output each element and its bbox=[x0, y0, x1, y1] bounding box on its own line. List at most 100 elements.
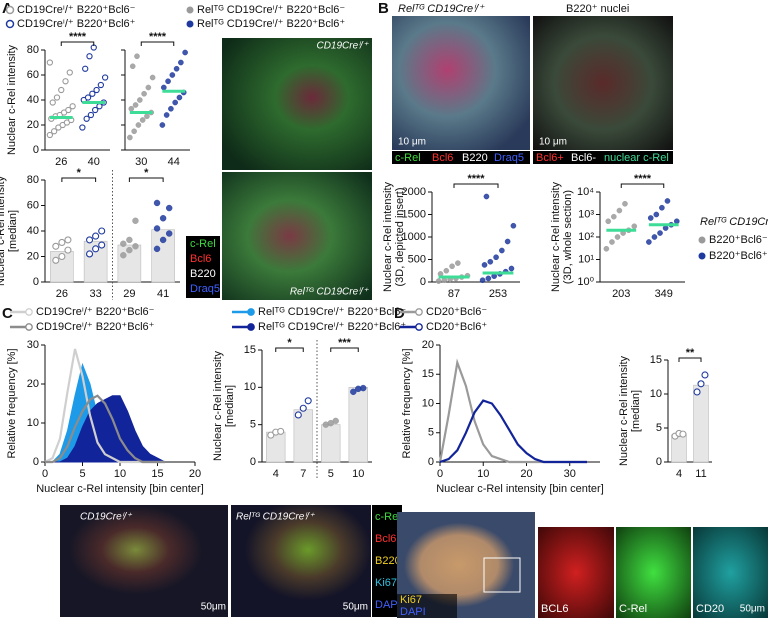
channel-label: Draq5 bbox=[494, 152, 524, 164]
data-point bbox=[53, 94, 61, 101]
data-point bbox=[97, 81, 105, 89]
micrograph bbox=[60, 505, 228, 617]
data-point bbox=[132, 102, 139, 108]
micrograph bbox=[222, 172, 372, 300]
y-tick-label: 10 bbox=[422, 397, 434, 409]
data-point bbox=[350, 388, 357, 396]
y-tick-label: 10⁰ bbox=[577, 276, 594, 288]
data-point bbox=[647, 215, 654, 221]
x-tick-label: 10 bbox=[352, 468, 364, 480]
x-tick-label: 4 bbox=[273, 468, 279, 480]
image-label: CD19Creⁱ/⁺ bbox=[316, 41, 368, 52]
data-point bbox=[159, 236, 167, 244]
image-label: Relᵀᴳ CD19Creⁱ/⁺ bbox=[236, 512, 315, 523]
data-point bbox=[455, 260, 461, 266]
data-point bbox=[673, 218, 680, 225]
data-point bbox=[62, 78, 69, 85]
x-tick-label: 41 bbox=[157, 288, 169, 300]
y-tick-label: 0 bbox=[250, 456, 256, 468]
scale-bar-label: 10 μm bbox=[398, 137, 426, 148]
data-point bbox=[120, 252, 127, 259]
data-point bbox=[611, 213, 617, 220]
y-tick-label: 15 bbox=[244, 344, 256, 356]
data-point bbox=[614, 234, 621, 240]
micrograph bbox=[222, 38, 372, 170]
data-point bbox=[173, 65, 180, 72]
legend-label: CD20⁺Bcl6⁻ bbox=[426, 306, 487, 318]
image-label: Relᵀᴳ CD19Creⁱ/⁺ bbox=[290, 287, 369, 298]
y-tick-label: 15 bbox=[422, 368, 434, 380]
y-tick-label: 20 bbox=[27, 119, 39, 131]
x-tick-label: 30 bbox=[135, 156, 147, 168]
data-point bbox=[126, 236, 133, 244]
data-point bbox=[120, 240, 127, 247]
data-point bbox=[605, 218, 612, 225]
data-point bbox=[83, 115, 90, 122]
y-axis-label: Nuclear c-Rel intensity bbox=[550, 181, 562, 292]
channel-label: DAPI bbox=[400, 606, 426, 618]
x-tick-label: 10 bbox=[477, 468, 489, 480]
significance-label: **** bbox=[69, 31, 87, 43]
data-point bbox=[66, 69, 73, 76]
channel-label: c-Rel bbox=[395, 152, 421, 164]
y-tick-label: 500 bbox=[408, 253, 426, 265]
micrograph bbox=[392, 16, 530, 150]
y-axis-label: Nuclear c-Rel intensity bbox=[6, 44, 18, 155]
x-tick-label: 11 bbox=[695, 468, 706, 480]
data-point bbox=[58, 252, 66, 261]
data-point bbox=[98, 227, 106, 235]
data-point bbox=[499, 247, 505, 254]
channel-key bbox=[186, 236, 220, 298]
channel-key bbox=[392, 151, 530, 164]
data-point bbox=[132, 243, 139, 250]
y-axis-label: Nuclear c-Rel intensity bbox=[0, 175, 7, 286]
y-tick-label: 20 bbox=[422, 339, 434, 351]
data-point bbox=[304, 397, 312, 405]
data-point bbox=[172, 99, 178, 106]
data-point bbox=[332, 417, 339, 425]
legend-marker bbox=[5, 5, 15, 15]
significance-bracket bbox=[453, 183, 499, 188]
series-line bbox=[439, 399, 587, 464]
data-point bbox=[163, 112, 170, 118]
data-point bbox=[58, 86, 65, 94]
significance-label: **** bbox=[467, 173, 485, 185]
data-point bbox=[657, 230, 663, 236]
channel-label: Bcl6 bbox=[375, 533, 396, 545]
y-axis-label: Relative frequency [%] bbox=[6, 348, 18, 458]
data-point bbox=[701, 371, 709, 379]
data-point bbox=[267, 431, 275, 439]
micrograph bbox=[231, 505, 371, 617]
data-point bbox=[485, 275, 492, 282]
bar bbox=[321, 424, 341, 463]
channel-label: c-Rel bbox=[375, 511, 401, 523]
x-tick-label: 203 bbox=[612, 288, 630, 300]
y-tick-label: 15 bbox=[650, 354, 662, 366]
data-point bbox=[153, 199, 161, 207]
data-point bbox=[50, 128, 58, 135]
y-tick-label: 40 bbox=[27, 94, 39, 106]
channel-label: Bcl6- bbox=[571, 152, 596, 164]
significance-bracket bbox=[330, 347, 359, 352]
y-tick-label: 10 bbox=[27, 417, 39, 429]
data-point bbox=[126, 246, 133, 254]
significance-label: ** bbox=[686, 347, 695, 359]
data-point bbox=[58, 238, 66, 247]
data-point bbox=[92, 106, 99, 114]
data-point bbox=[616, 207, 623, 214]
x-tick-label: 29 bbox=[123, 288, 135, 300]
data-point bbox=[139, 117, 146, 123]
data-point bbox=[134, 53, 140, 60]
data-point bbox=[87, 111, 95, 119]
legend-label: CD19Creⁱ/⁺ B220⁺Bcl6⁺ bbox=[17, 18, 136, 30]
legend-marker bbox=[415, 308, 423, 316]
y-tick-label: 60 bbox=[27, 69, 39, 81]
significance-label: **** bbox=[149, 31, 167, 43]
micrograph bbox=[616, 527, 691, 618]
legend-label: Relᵀᴳ CD19Creⁱ/⁺ B220⁺Bcl6⁻ bbox=[258, 306, 406, 318]
y-tick-label: 2000 bbox=[402, 186, 426, 198]
data-point bbox=[137, 97, 143, 103]
data-point bbox=[69, 103, 76, 110]
y-tick-label: 0 bbox=[33, 276, 39, 288]
data-point bbox=[487, 258, 494, 265]
